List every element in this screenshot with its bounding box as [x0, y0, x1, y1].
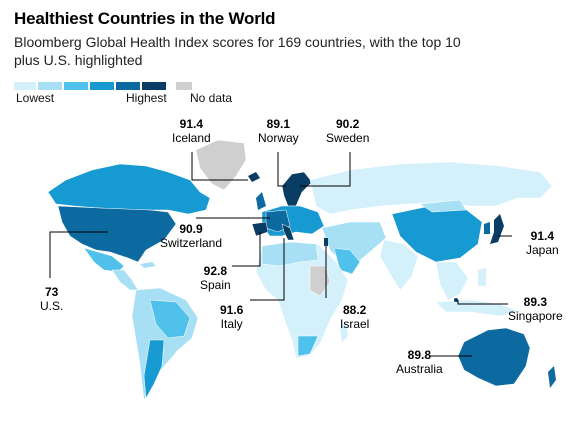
- callout-switzerland: 90.9 Switzerland: [160, 222, 222, 250]
- japan: [490, 214, 504, 244]
- legend-swatch-2: [38, 82, 62, 90]
- southeast-asia: [435, 261, 469, 301]
- legend-swatch-1: [14, 82, 36, 90]
- legend-high-label: Highest: [126, 91, 167, 105]
- callout-country: U.S.: [40, 299, 64, 313]
- chart-subtitle: Bloomberg Global Health Index scores for…: [14, 34, 461, 68]
- callout-sweden: 90.2 Sweden: [326, 117, 369, 145]
- callout-country: Iceland: [172, 131, 211, 145]
- leader-lines: [49, 152, 512, 357]
- greenland: [195, 139, 247, 191]
- legend-swatch-5: [116, 82, 140, 90]
- callout-country: Japan: [526, 243, 559, 257]
- south-asia: [379, 239, 419, 291]
- callout-country: Switzerland: [160, 236, 223, 250]
- iceland: [248, 172, 260, 182]
- leader-sweden: [300, 152, 351, 187]
- chile-argentina: [143, 339, 165, 399]
- callout-norway: 89.1 Norway: [258, 117, 299, 145]
- australia: [457, 327, 531, 387]
- spain: [251, 221, 269, 237]
- callout-us: 73 U.S.: [40, 285, 63, 313]
- callout-value: 88.2: [342, 303, 367, 317]
- callout-country: Australia: [396, 362, 443, 376]
- legend-swatch-4: [90, 82, 114, 90]
- callout-value: 91.4: [179, 117, 204, 131]
- callout-value: 89.1: [266, 117, 291, 131]
- callout-value: 90.2: [336, 117, 360, 131]
- madagascar: [340, 322, 348, 342]
- callout-value: 89.3: [523, 295, 548, 309]
- scandinavia: [281, 171, 313, 207]
- uk: [256, 192, 266, 210]
- leader-italy: [250, 238, 285, 301]
- callout-value: 91.4: [530, 229, 555, 243]
- legend-swatch-6: [142, 82, 166, 90]
- leader-spain: [232, 232, 261, 267]
- new-zealand: [548, 366, 556, 388]
- leader-us: [49, 231, 108, 278]
- north-africa: [261, 241, 319, 267]
- central-america: [111, 269, 139, 291]
- callout-australia: 89.8 Australia: [396, 348, 443, 376]
- callout-country: Spain: [200, 278, 231, 292]
- callout-country: Singapore: [508, 309, 563, 323]
- callout-singapore: 89.3 Singapore: [508, 295, 563, 323]
- callout-country: Norway: [258, 131, 299, 145]
- leader-iceland: [191, 152, 248, 181]
- philippines: [478, 268, 486, 286]
- legend-low-label: Lowest: [16, 91, 55, 105]
- leader-norway: [277, 152, 286, 187]
- callout-japan: 91.4 Japan: [526, 229, 559, 257]
- callout-value: 90.9: [179, 222, 203, 236]
- mexico: [83, 247, 125, 273]
- chart-title: Healthiest Countries in the World: [14, 9, 276, 28]
- korea: [484, 222, 490, 234]
- callout-iceland: 91.4 Iceland: [172, 117, 211, 145]
- callout-spain: 92.8 Spain: [200, 264, 231, 292]
- callout-italy: 91.6 Italy: [220, 303, 243, 331]
- callout-value: 91.6: [220, 303, 244, 317]
- legend-nodata-label: No data: [190, 91, 233, 105]
- callout-value: 92.8: [203, 264, 228, 278]
- leader-singapore: [457, 300, 508, 305]
- southern-africa: [297, 335, 319, 357]
- brazil-shade: [149, 299, 191, 339]
- italy: [281, 223, 295, 241]
- russia: [309, 161, 553, 215]
- israel: [324, 238, 328, 246]
- callout-country: Sweden: [326, 131, 370, 145]
- legend-swatch-nodata: [176, 82, 192, 90]
- callout-israel: 88.2 Israel: [340, 303, 369, 331]
- callout-country: Israel: [340, 317, 370, 331]
- sudan-nodata: [309, 265, 331, 297]
- singapore: [454, 298, 458, 302]
- mongolia: [419, 199, 467, 213]
- legend-swatch-3: [64, 82, 88, 90]
- caribbean: [140, 262, 156, 268]
- callout-country: Italy: [220, 317, 243, 331]
- usa: [57, 205, 177, 263]
- callout-value: 89.8: [407, 348, 432, 362]
- callout-value: 73: [44, 285, 59, 299]
